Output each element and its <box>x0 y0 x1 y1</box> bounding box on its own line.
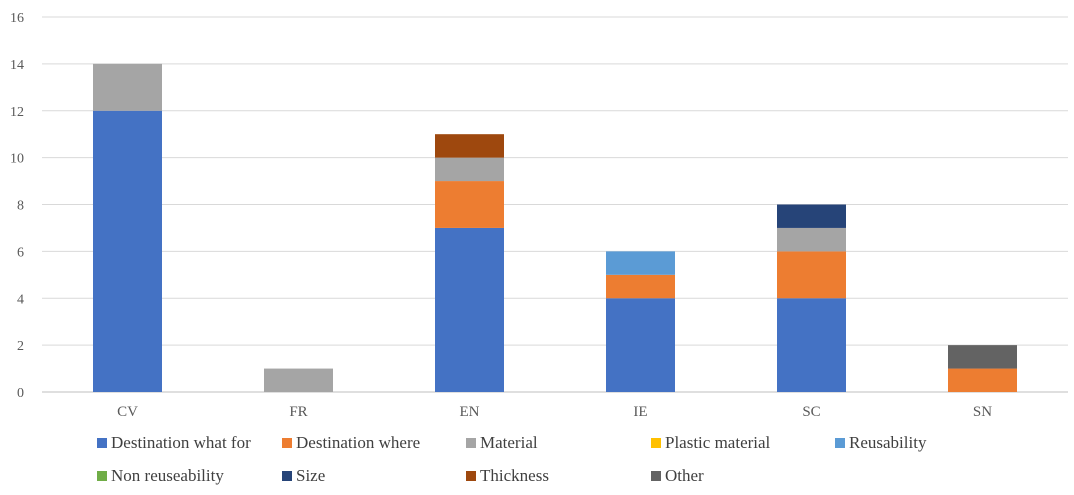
legend-swatch <box>466 471 476 481</box>
y-tick-label: 10 <box>10 152 24 167</box>
legend-swatch <box>282 471 292 481</box>
bar-segment-sc-size <box>777 204 846 228</box>
bar-segment-sn-destination-where <box>948 368 1017 392</box>
y-tick-label: 4 <box>17 292 24 307</box>
legend-label: Destination what for <box>111 433 251 452</box>
legend-label: Size <box>296 466 325 485</box>
legend-item-reusability: Reusability <box>835 433 927 452</box>
bar-segment-cv-destination-what-for <box>93 110 162 392</box>
bar-segment-sc-material <box>777 227 846 252</box>
bar-segment-sc-destination-what-for <box>777 298 846 392</box>
bar-segment-en-destination-where <box>435 181 504 228</box>
bar-segment-sc-destination-where <box>777 251 846 299</box>
x-category-label: IE <box>633 404 647 420</box>
gridlines <box>42 16 1068 393</box>
legend-label: Reusability <box>849 433 927 452</box>
legend-swatch <box>651 471 661 481</box>
legend-label: Non reuseability <box>111 466 224 485</box>
legend-label: Other <box>665 466 704 485</box>
x-category-label: SC <box>802 404 820 420</box>
bar-segment-ie-reusability <box>606 251 675 275</box>
bar-segment-fr-material <box>264 368 333 392</box>
bar-segment-en-destination-what-for <box>435 227 504 392</box>
legend-item-destination-what-for: Destination what for <box>97 433 251 452</box>
x-category-label: FR <box>289 404 307 420</box>
x-category-label: CV <box>117 404 138 420</box>
legend-swatch <box>466 438 476 448</box>
legend-swatch <box>651 438 661 448</box>
x-axis-categories: CV FR EN IE SC SN <box>117 404 992 420</box>
legend-item-other: Other <box>651 466 704 485</box>
bar-segment-ie-destination-what-for <box>606 298 675 392</box>
x-category-label: SN <box>973 404 992 420</box>
legend-item-plastic-material: Plastic material <box>651 433 771 452</box>
legend-item-material: Material <box>466 433 538 452</box>
legend-item-non-reuseability: Non reuseability <box>97 466 224 485</box>
y-tick-label: 12 <box>10 105 24 120</box>
bar-segment-cv-material <box>93 63 162 111</box>
y-tick-label: 2 <box>17 339 24 354</box>
legend-swatch <box>97 471 107 481</box>
y-axis-ticks: 0 2 4 6 8 10 12 14 16 <box>10 11 24 401</box>
legend-swatch <box>97 438 107 448</box>
legend-item-size: Size <box>282 466 325 485</box>
legend-item-destination-where: Destination where <box>282 433 420 452</box>
y-tick-label: 6 <box>17 245 24 260</box>
legend-swatch <box>282 438 292 448</box>
bar-segment-en-thickness <box>435 134 504 158</box>
legend-label: Material <box>480 433 538 452</box>
legend-swatch <box>835 438 845 448</box>
y-tick-label: 14 <box>10 58 24 73</box>
bar-segment-sn-other <box>948 345 1017 369</box>
y-tick-label: 8 <box>17 199 24 214</box>
x-category-label: EN <box>460 404 480 420</box>
legend-label: Plastic material <box>665 433 771 452</box>
bar-segment-en-material <box>435 157 504 182</box>
y-tick-label: 0 <box>17 386 24 401</box>
legend-label: Destination where <box>296 433 420 452</box>
legend-label: Thickness <box>480 466 549 485</box>
bars <box>93 63 1017 392</box>
bar-segment-ie-destination-where <box>606 274 675 299</box>
legend: Destination what for Destination where Mat… <box>97 433 927 485</box>
y-tick-label: 16 <box>10 11 24 26</box>
legend-item-thickness: Thickness <box>466 466 549 485</box>
